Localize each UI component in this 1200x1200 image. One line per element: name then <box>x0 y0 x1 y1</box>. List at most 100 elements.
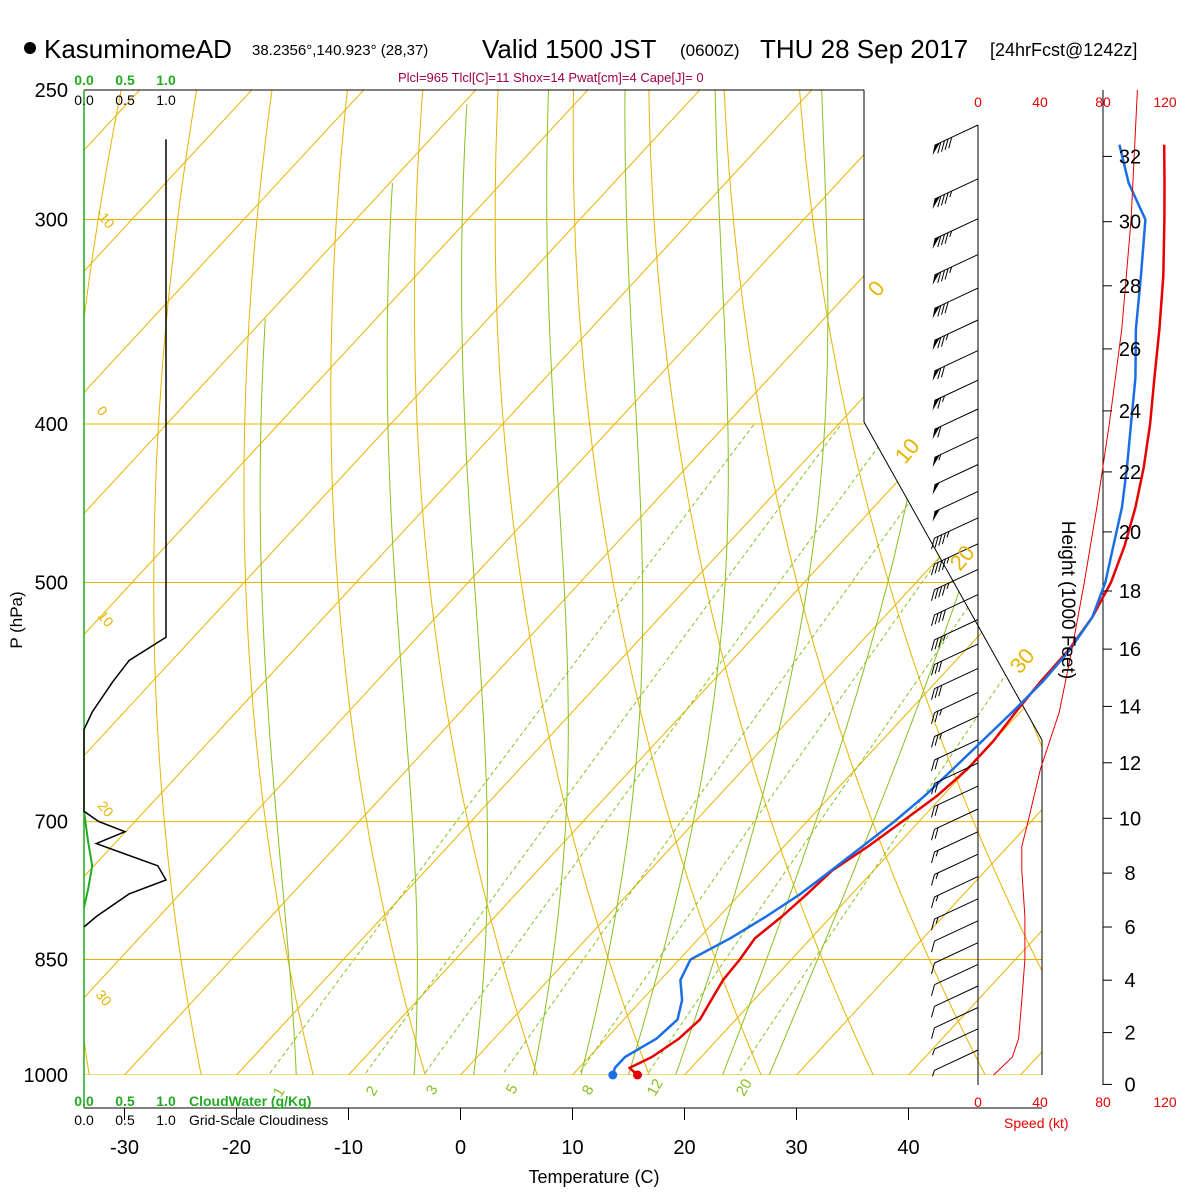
barb-staff <box>934 667 979 690</box>
barb-staff <box>934 287 979 309</box>
dry-adiabat-line <box>330 90 443 1075</box>
wind-barb <box>931 963 979 996</box>
cloud-water-line <box>83 811 94 908</box>
barb-staff <box>934 739 979 761</box>
barb-staff <box>934 319 979 341</box>
barb-staff <box>934 254 979 276</box>
wind-barb <box>931 667 979 700</box>
barb-full <box>938 534 943 546</box>
barb-full <box>937 235 942 248</box>
dewpoint-line <box>611 144 1147 1076</box>
forecast-info: [24hrFcst@1242z] <box>990 40 1137 60</box>
theta-label: 0 <box>863 276 890 301</box>
wind-barb <box>931 1007 979 1039</box>
isotherm-line <box>521 90 1042 1075</box>
barb-full <box>938 586 943 598</box>
barb-half <box>946 557 950 564</box>
barb-flag <box>932 196 940 210</box>
barb-full <box>934 686 939 699</box>
wind-barb <box>931 568 979 601</box>
height-tick-label: 26 <box>1119 339 1141 361</box>
wind-barb <box>931 643 979 676</box>
wind-barb <box>931 853 979 886</box>
barb-full <box>931 918 935 931</box>
wind-barb <box>931 985 979 1018</box>
wind-barb <box>931 691 979 724</box>
wind-barb <box>932 436 979 468</box>
station-coords: 38.2356°,140.923° (28,37) <box>252 42 428 59</box>
theta-label: 10 <box>890 433 925 468</box>
barb-half <box>939 709 943 716</box>
barb-full <box>934 734 939 746</box>
speed-tick-top: 80 <box>1095 94 1111 110</box>
barb-staff <box>934 517 979 539</box>
wind-barb <box>932 218 979 249</box>
wind-barb <box>932 490 979 522</box>
dry-adiabat-line <box>648 90 901 1075</box>
moist-adiabat-line <box>655 90 829 1075</box>
barb-full <box>941 335 945 347</box>
height-tick-label: 18 <box>1119 581 1141 603</box>
barb-full <box>931 1027 935 1039</box>
barb-staff <box>934 715 979 737</box>
isotherm-line <box>84 90 615 1075</box>
isotherm-line <box>409 90 1042 1075</box>
barb-full <box>944 268 949 280</box>
pressure-tick-label: 1000 <box>24 1065 69 1087</box>
barb-full <box>938 611 943 623</box>
height-tick-label: 14 <box>1119 696 1141 718</box>
dry-adiabat-line <box>871 90 1042 1075</box>
barb-half <box>942 634 946 641</box>
height-tick-label: 32 <box>1119 146 1141 168</box>
cloudiness-tick-bottom: 0.5 <box>115 1112 135 1128</box>
speed-tick-top: 40 <box>1032 94 1048 110</box>
barb-staff <box>934 762 979 784</box>
pressure-tick-label: 500 <box>35 573 68 595</box>
moist-adiabat-line <box>700 90 946 1075</box>
barb-full <box>941 366 945 378</box>
temperature-line <box>628 144 1166 1076</box>
wind-barb <box>931 619 979 651</box>
dry-adiabat-line <box>243 90 328 1075</box>
barb-half <box>946 582 950 590</box>
barb-full <box>931 806 935 818</box>
barb-flag <box>932 398 940 411</box>
mixing-ratio-label: 12 <box>644 1076 667 1099</box>
stability-indices: Plcl=965 Tlcl[C]=11 Shox=14 Pwat[cm]=4 C… <box>398 70 704 85</box>
barb-full <box>931 563 935 576</box>
barb-full <box>937 271 942 284</box>
barb-full <box>931 537 935 550</box>
speed-tick-top: 0 <box>974 94 982 110</box>
cloudiness-tick-bottom: 1.0 <box>156 1112 176 1128</box>
wind-barb <box>932 319 979 351</box>
mixing-ratio-line <box>540 423 1035 1075</box>
station-name: KasuminomeAD <box>44 34 232 64</box>
barb-full <box>934 637 939 650</box>
isotherm-line <box>84 90 503 1075</box>
barb-full <box>934 758 939 770</box>
utc-time: (0600Z) <box>680 41 740 60</box>
mixing-ratio-line <box>227 423 755 1075</box>
barb-full <box>931 614 935 627</box>
speed-tick-top: 120 <box>1153 94 1177 110</box>
barb-full <box>944 232 949 244</box>
barb-staff <box>934 898 979 920</box>
station-bullet-icon <box>24 42 36 54</box>
dry-adiabat-line <box>153 90 214 1075</box>
barb-half <box>946 531 950 538</box>
barb-full <box>944 138 949 151</box>
pressure-tick-label: 700 <box>35 812 68 834</box>
wind-barb <box>931 942 979 975</box>
barb-full <box>934 536 939 548</box>
temperature-tick-label: 10 <box>561 1137 583 1159</box>
barb-full <box>944 301 949 314</box>
pressure-tick-label: 400 <box>35 414 68 436</box>
barb-half <box>935 895 939 902</box>
barb-full <box>931 783 935 795</box>
isotherm-line <box>84 90 951 1075</box>
barb-full <box>934 827 939 839</box>
barb-full <box>931 664 935 676</box>
wind-barb <box>931 876 979 909</box>
barb-full <box>937 142 942 154</box>
